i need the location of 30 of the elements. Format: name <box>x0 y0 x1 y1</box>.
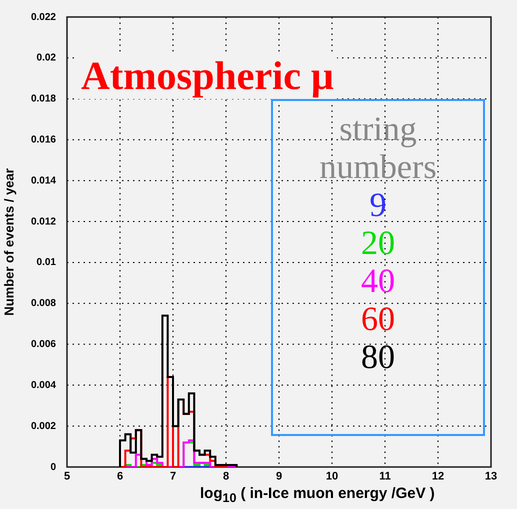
y-tick-label: 0.016 <box>30 134 56 146</box>
x-tick-label: 12 <box>432 470 444 483</box>
text: 9 <box>368 187 388 225</box>
y-tick-label: 0.02 <box>36 52 56 64</box>
x-tick-label: 6 <box>116 470 124 483</box>
y-tick-label: 0.018 <box>30 94 56 105</box>
y-tick-label: 0.01 <box>36 257 56 268</box>
text: 80 <box>360 339 396 377</box>
x-tick-label: 5 <box>64 470 70 483</box>
legend-title: string numbers <box>318 111 438 187</box>
text: 20 <box>360 225 396 263</box>
y-tick-label: 0.008 <box>30 298 56 310</box>
x-tick-label: 9 <box>276 470 282 483</box>
x-tick-label: 11 <box>379 470 391 483</box>
x-tick-label: 13 <box>484 470 498 483</box>
y-tick-label: 0 <box>50 462 56 473</box>
x-tick-label: 10 <box>326 470 338 483</box>
text: Atmospheric μ <box>78 52 337 99</box>
y-axis-title: Number of events / year <box>1 168 16 316</box>
y-tick-label: 0.006 <box>30 339 56 350</box>
y-tick-label: 0.022 <box>30 12 56 23</box>
y-tick-label: 0.012 <box>30 216 56 228</box>
y-tick-label: 0.004 <box>30 380 56 391</box>
y-tick-label: 0.002 <box>30 420 56 432</box>
text: 60 <box>360 301 396 339</box>
y-tick-label: 0.014 <box>30 175 56 186</box>
text: 40 <box>360 263 396 301</box>
x-tick-label: 8 <box>222 470 230 483</box>
x-tick-label: 7 <box>170 470 176 483</box>
x-axis-title: log$_{10}$ ( in-Ice muon energy /GeV ) <box>200 485 435 505</box>
